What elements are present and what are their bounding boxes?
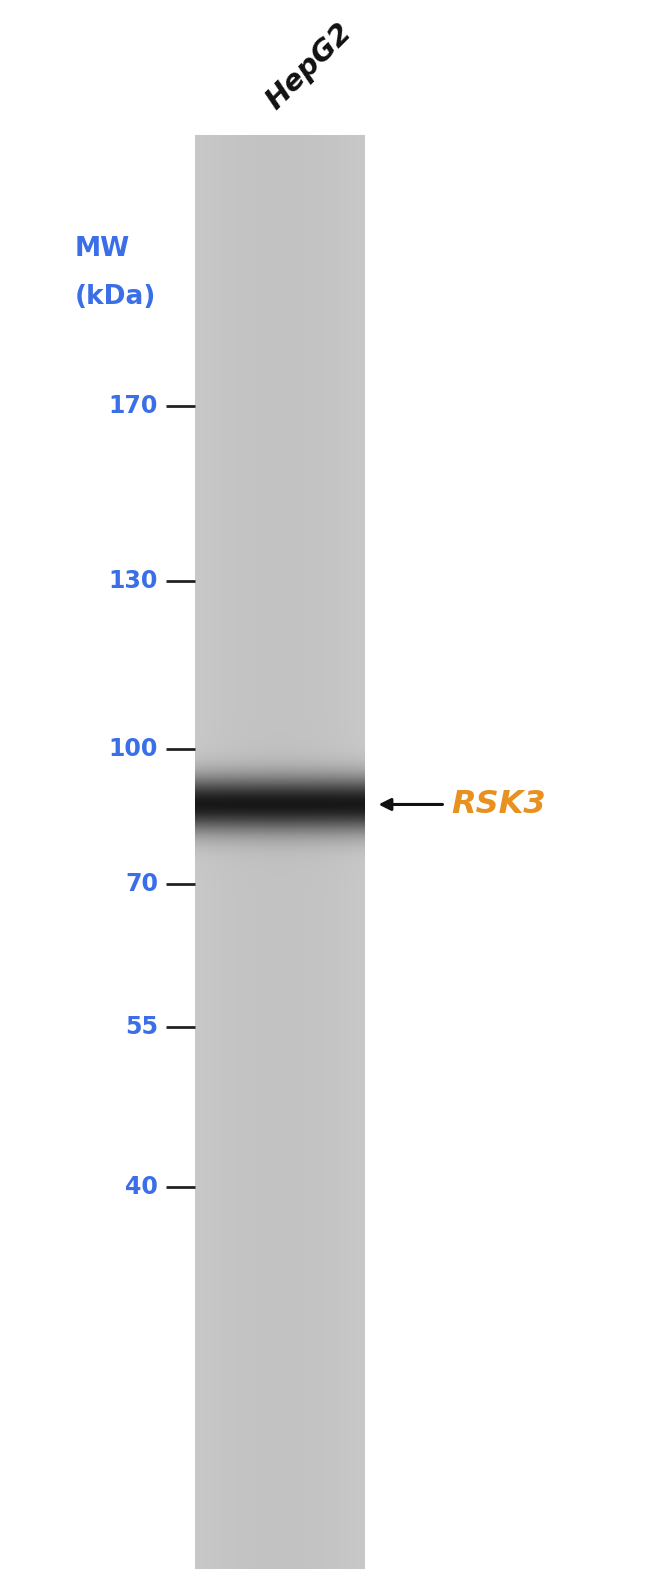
Text: 100: 100 (109, 736, 158, 761)
Text: 170: 170 (109, 393, 158, 419)
Text: MW: MW (75, 236, 130, 261)
Text: (kDa): (kDa) (75, 284, 156, 309)
Text: RSK3: RSK3 (452, 789, 547, 820)
Text: 130: 130 (109, 569, 158, 594)
Text: 55: 55 (125, 1015, 158, 1040)
Text: HepG2: HepG2 (261, 18, 358, 115)
Text: 40: 40 (125, 1174, 158, 1200)
Text: 70: 70 (125, 871, 158, 897)
